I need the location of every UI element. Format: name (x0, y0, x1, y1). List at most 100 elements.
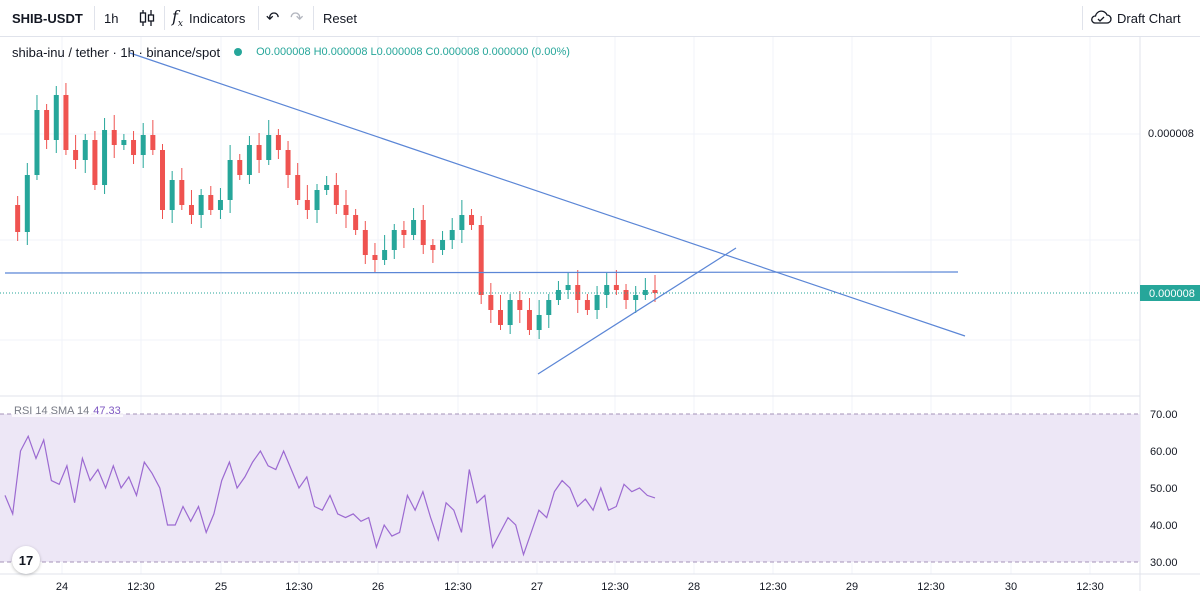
candle (633, 286, 639, 313)
time-axis-label: 30 (1005, 581, 1017, 591)
candle (217, 188, 223, 219)
candle (652, 275, 658, 302)
time-axis-label: 29 (846, 581, 858, 591)
candle (391, 224, 397, 259)
candle (488, 283, 494, 323)
candle (565, 273, 571, 299)
time-axis-label: 12:30 (759, 581, 787, 591)
rsi-legend: RSI 14 SMA 14 47.33 (12, 405, 123, 417)
candle (24, 163, 30, 245)
candle (517, 291, 523, 323)
candle (314, 184, 320, 223)
candle (73, 135, 79, 169)
candlestick-icon[interactable] (137, 0, 157, 36)
time-axis-label: 12:30 (917, 581, 945, 591)
time-axis: 24 12:30 25 12:30 26 12:30 27 12:30 28 12:30 29 12:… (56, 581, 1104, 591)
candle (382, 235, 388, 265)
candle (102, 118, 108, 194)
draft-chart-button[interactable]: Draft Chart (1090, 0, 1181, 36)
interval-button[interactable]: 1h (104, 10, 119, 26)
candle (411, 208, 417, 240)
toolbar-divider (164, 6, 165, 30)
candle (526, 298, 532, 335)
candle (469, 209, 475, 230)
candle (507, 294, 513, 334)
price-axis-label: 0.000008 (1148, 128, 1194, 140)
candle (324, 176, 330, 195)
toolbar-divider (258, 6, 259, 30)
candle (343, 190, 349, 228)
rsi-axis-label: 40.00 (1150, 520, 1178, 532)
candle (246, 136, 252, 184)
candles (15, 83, 658, 339)
tradingview-logo-icon[interactable]: 17 (12, 546, 40, 574)
function-icon: fx (172, 6, 183, 30)
candle (304, 185, 310, 219)
candle (613, 270, 619, 295)
market-status-icon (234, 48, 243, 56)
candle (449, 218, 455, 249)
candle (34, 95, 40, 180)
rsi-axis-label: 30.00 (1150, 557, 1178, 569)
time-axis-label: 12:30 (285, 581, 313, 591)
descending-trendline[interactable] (129, 52, 966, 337)
candle (150, 120, 156, 155)
rsi-value: 47.33 (93, 405, 121, 417)
ohlc-values: O0.000008 H0.000008 L0.000008 C0.000008 … (256, 46, 570, 58)
candle (430, 239, 436, 263)
candle (623, 284, 629, 309)
candle (594, 286, 600, 319)
candle (295, 163, 301, 205)
candle (642, 278, 648, 300)
candle (15, 196, 21, 241)
time-axis-label: 12:30 (127, 581, 155, 591)
candle (53, 86, 59, 153)
time-axis-label: 12:30 (1076, 581, 1104, 591)
candle (546, 294, 552, 328)
candle (208, 186, 214, 215)
candle (584, 294, 590, 315)
time-axis-label: 27 (531, 581, 543, 591)
candle (575, 270, 581, 313)
candle (121, 134, 127, 150)
time-axis-label: 26 (372, 581, 384, 591)
candle (478, 216, 484, 304)
candle (285, 141, 291, 188)
draft-chart-label: Draft Chart (1117, 10, 1181, 26)
candle (179, 168, 185, 210)
rsi-line (4, 434, 656, 557)
last-price-tag (1140, 285, 1200, 301)
candle (333, 173, 339, 214)
trendlines[interactable] (4, 52, 966, 375)
symbol-button[interactable]: SHIB-USDT (12, 10, 83, 26)
top-toolbar: SHIB-USDT 1h fx Indicators ↶ ↷ Reset Dra… (0, 0, 1200, 37)
candle (275, 129, 281, 159)
candle (44, 104, 50, 149)
candle (198, 189, 204, 228)
candle (536, 300, 542, 339)
candle (227, 145, 233, 213)
rsi-axis-label: 60.00 (1150, 446, 1178, 458)
candle (237, 154, 243, 180)
candle (440, 231, 446, 255)
candle (111, 115, 117, 158)
redo-icon[interactable]: ↷ (290, 10, 304, 27)
horizontal-support-line[interactable] (4, 271, 959, 274)
indicators-button[interactable]: fx Indicators (172, 0, 245, 36)
reset-button[interactable]: Reset (323, 10, 357, 26)
candle (169, 171, 175, 223)
time-axis-label: 12:30 (444, 581, 472, 591)
candle (401, 221, 407, 248)
candle (256, 133, 262, 173)
candle (420, 205, 426, 254)
rsi-axis-label: 70.00 (1150, 409, 1178, 421)
candle (131, 131, 137, 164)
time-axis-label: 12:30 (601, 581, 629, 591)
candle (92, 131, 98, 190)
undo-icon[interactable]: ↶ (266, 10, 280, 27)
cloud-icon (1090, 9, 1112, 28)
candle (372, 243, 378, 273)
ascending-trendline[interactable] (537, 247, 737, 375)
candle (362, 221, 368, 264)
